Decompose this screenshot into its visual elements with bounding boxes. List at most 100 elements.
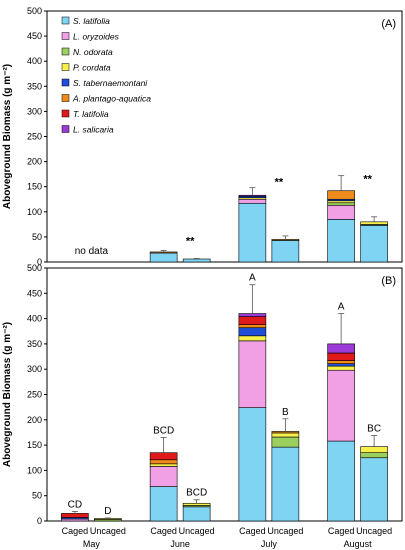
legend-label: A. plantago-aquatica (72, 94, 151, 104)
bar-segment (61, 513, 89, 518)
legend-swatch (61, 47, 70, 56)
y-tick-label: 200 (27, 157, 42, 167)
y-tick-label: 500 (27, 263, 42, 273)
bar-segment (149, 252, 178, 263)
bar-segment (182, 258, 211, 263)
significance-asterisks: ** (186, 235, 195, 247)
x-treatment-label: Caged (328, 526, 355, 536)
bar-segment (182, 506, 211, 522)
bar-segment (238, 316, 267, 325)
x-treatment-label: Uncaged (179, 526, 215, 536)
bar-segment (327, 363, 355, 367)
legend-label: P. cordata (73, 63, 111, 73)
y-tick-label: 250 (27, 132, 42, 142)
bar-segment (271, 431, 300, 434)
y-tick-label: 50 (32, 232, 42, 242)
legend-label: T. latifolia (73, 109, 109, 119)
y-tick-label: 150 (27, 440, 42, 450)
bar-segment (327, 440, 355, 522)
bar-segment (360, 457, 388, 522)
y-tick-label: 250 (27, 390, 42, 400)
bar-segment (61, 518, 89, 522)
y-tick-label: 400 (27, 314, 42, 324)
bar-segment (149, 463, 178, 467)
legend-label: L. salicaria (73, 125, 114, 135)
significance-letter: BCD (153, 426, 174, 437)
bar-segment (149, 459, 178, 465)
significance-letter: D (104, 506, 111, 517)
y-tick-label: 150 (27, 182, 42, 192)
panel-a: 0 50 100 150 200 250 300 350 400 450 500 Abovegroun… (2, 6, 403, 267)
bar-segment (182, 502, 211, 506)
bar-segment (238, 194, 267, 197)
bar-segment (271, 446, 300, 522)
significance-asterisks: ** (363, 174, 372, 186)
bar-segment (327, 204, 355, 220)
y-tick-label: 350 (27, 81, 42, 91)
bar-segment (238, 407, 267, 522)
bar-segment (271, 436, 300, 448)
y-tick-label: 450 (27, 31, 42, 41)
y-tick-label: 100 (27, 207, 42, 217)
bar-segment (360, 221, 388, 225)
y-tick-label: 400 (27, 56, 42, 66)
x-month-label: June (170, 539, 190, 549)
legend-swatch (61, 78, 70, 87)
bar-segment (327, 343, 355, 354)
x-treatment-label: Caged (62, 526, 89, 536)
x-month-label: July (261, 539, 278, 549)
x-treatment-label: Uncaged (267, 526, 303, 536)
y-tick-label: 450 (27, 288, 42, 298)
bar-segment (238, 340, 267, 408)
significance-letter: CD (68, 499, 82, 510)
bar-segment (360, 446, 388, 453)
y-tick-label: 200 (27, 415, 42, 425)
bar-segment (238, 324, 267, 329)
y-tick-label: 100 (27, 465, 42, 475)
bar-segment (149, 466, 178, 487)
bar-segment (360, 452, 388, 459)
bar-segment (327, 200, 355, 204)
legend-swatch (61, 16, 70, 25)
bar-segment (238, 313, 267, 317)
bar-segment (327, 219, 355, 263)
y-tick-label: 50 (32, 491, 42, 501)
panel-label: (A) (381, 18, 396, 30)
y-axis-label: Aboveground Biomass (g m⁻²) (2, 64, 13, 209)
y-axis-label: Aboveground Biomass (g m⁻²) (2, 322, 13, 467)
x-treatment-label: Uncaged (356, 526, 392, 536)
significance-letter: BCD (186, 488, 207, 499)
y-tick-label: 0 (37, 257, 42, 267)
legend-label: N. odorata (73, 47, 113, 57)
bar-segment (271, 432, 300, 438)
panel-b: 0 50 100 150 200 250 300 350 400 450 500 Abovegroun… (2, 263, 403, 549)
bar-segment (327, 352, 355, 361)
bar-segment (238, 327, 267, 337)
x-treatment-label: Uncaged (90, 526, 126, 536)
legend-swatch (61, 32, 70, 40)
legend-label: L. oryzoides (73, 32, 120, 42)
bar-segment (327, 369, 355, 442)
significance-letter: B (282, 407, 289, 418)
legend-swatch (61, 109, 70, 118)
bar-segment (238, 202, 267, 263)
bar-segment (327, 190, 355, 200)
x-treatment-label: Caged (239, 526, 266, 536)
y-tick-label: 500 (27, 6, 42, 16)
x-month-label: May (83, 539, 101, 549)
x-treatment-label: Caged (150, 526, 177, 536)
significance-asterisks: ** (275, 177, 284, 189)
significance-letter: A (249, 273, 256, 284)
no-data-label: no data (75, 246, 109, 257)
legend-swatch (61, 125, 70, 133)
x-month-label: August (344, 539, 373, 549)
bar-segment (149, 486, 178, 522)
legend-label: S. tabernaemontani (73, 78, 148, 88)
legend-swatch (61, 63, 70, 71)
significance-letter: A (338, 302, 345, 313)
bar-segment (360, 225, 388, 263)
y-tick-label: 300 (27, 364, 42, 374)
legend-swatch (61, 94, 70, 102)
y-tick-label: 350 (27, 339, 42, 349)
